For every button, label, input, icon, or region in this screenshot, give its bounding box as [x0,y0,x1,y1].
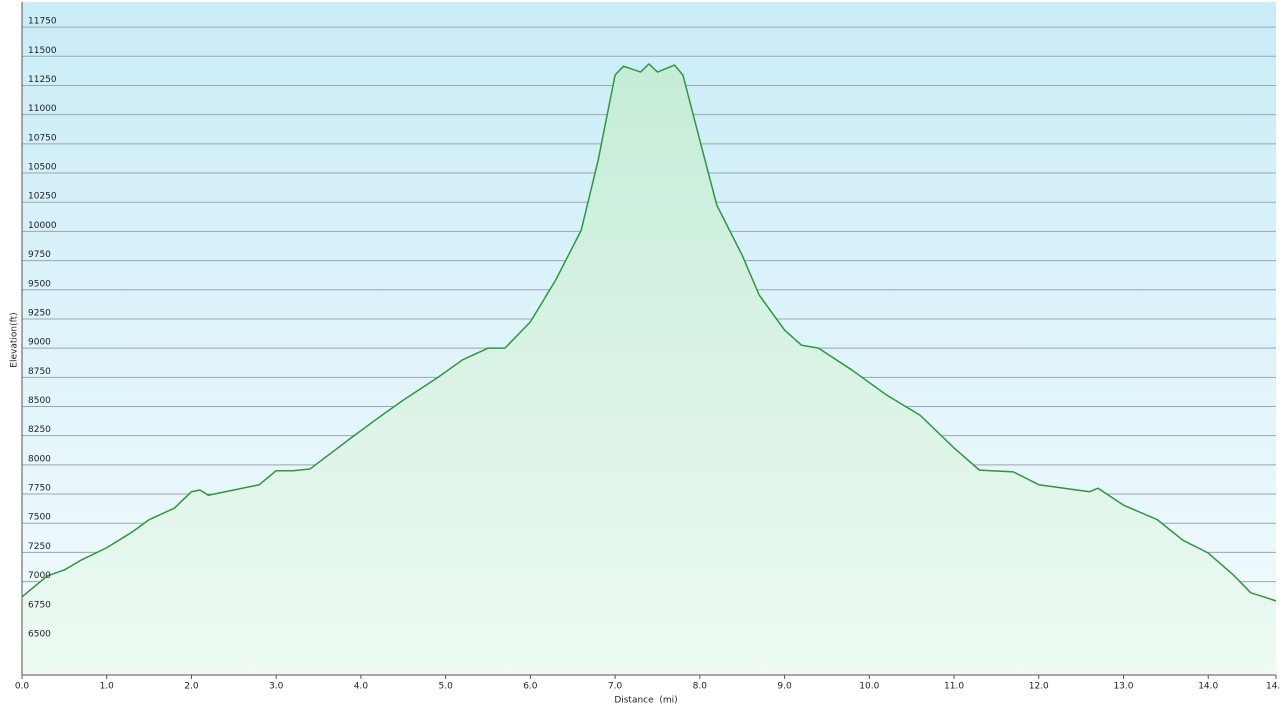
y-tick-label: 11250 [28,75,57,85]
x-tick-label: 5.0 [438,682,453,692]
y-tick-label: 7000 [28,571,51,581]
y-tick-label: 11750 [28,17,57,27]
x-tick-label: 3.0 [269,682,284,692]
y-tick-label: 8000 [28,454,51,464]
y-tick-label: 8250 [28,425,51,435]
y-tick-label: 7750 [28,484,51,494]
x-tick-label: 0.0 [15,682,30,692]
elevation-area [22,63,1276,675]
x-tick-label: 4.0 [354,682,369,692]
y-tick-label: 10500 [28,163,57,173]
x-tick-label: 8.0 [693,682,708,692]
y-tick-label: 11500 [28,46,57,56]
y-tick-label: 7500 [28,513,51,523]
y-tick-label: 8750 [28,367,51,377]
x-tick-label: 13.0 [1113,682,1133,692]
x-tick-label: 7.0 [608,682,623,692]
x-tick-label: 12.0 [1029,682,1049,692]
x-tick-label: 9.0 [777,682,792,692]
elevation-line [21,63,1277,602]
x-tick-label: 10.0 [859,682,879,692]
y-tick-label: 11000 [28,104,57,114]
y-tick-label: 9500 [28,279,51,289]
x-tick-label: 6.0 [523,682,538,692]
y-tick-label: 10250 [28,192,57,202]
x-tick-label: 14.0 [1198,682,1218,692]
y-tick-label: 7250 [28,542,51,552]
y-tick-label: 9250 [28,308,51,318]
y-tick-label: 10000 [28,221,57,231]
x-tick-label: 14.8 [1266,682,1280,692]
y-tick-label: 6500 [28,629,51,639]
y-tick-label: 9000 [28,338,51,348]
x-tick-label: 2.0 [184,682,199,692]
x-axis-title: Distance (mi) [614,696,677,706]
y-tick-label: 10750 [28,133,57,143]
y-tick-label: 8500 [28,396,51,406]
plot [21,63,1277,675]
y-axis-title: Elevation(ft) [10,312,20,367]
x-tick-label: 11.0 [944,682,964,692]
y-tick-label: 6750 [28,600,51,610]
x-tick-label: 1.0 [100,682,115,692]
y-tick-label: 9750 [28,250,51,260]
